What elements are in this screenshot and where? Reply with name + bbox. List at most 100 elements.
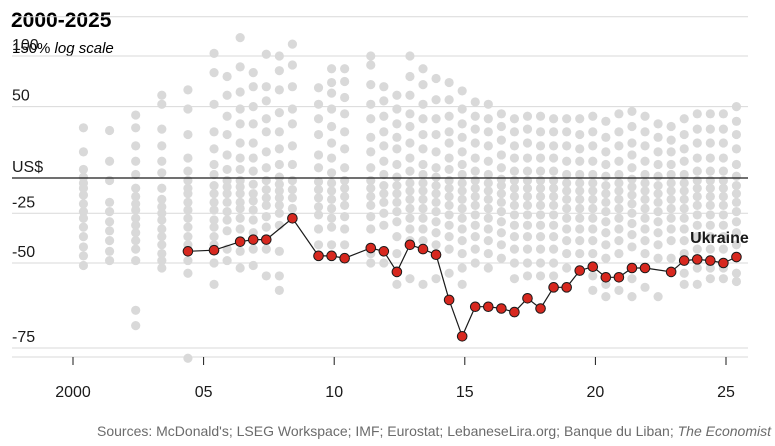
other-country-point	[366, 114, 376, 124]
ukraine-point	[417, 243, 429, 255]
other-country-point	[340, 92, 350, 103]
other-country-point	[392, 104, 402, 114]
other-country-point	[692, 153, 702, 163]
other-country-point	[405, 71, 415, 82]
other-country-point	[313, 163, 324, 173]
other-country-point	[287, 175, 298, 186]
other-country-point	[627, 230, 637, 240]
other-country-point	[183, 222, 193, 232]
y-tick-label: 100	[12, 37, 39, 54]
other-country-point	[248, 215, 258, 225]
ukraine-point	[587, 261, 599, 273]
other-country-point	[535, 153, 546, 163]
other-country-point	[588, 169, 598, 180]
other-country-point	[444, 191, 454, 202]
other-country-point	[235, 263, 245, 273]
ukraine-point	[718, 257, 729, 269]
other-country-point	[418, 64, 428, 74]
other-country-point	[274, 246, 284, 256]
other-country-point	[627, 121, 637, 132]
other-country-point	[392, 144, 402, 154]
other-country-point	[666, 169, 676, 180]
other-country-point	[496, 163, 506, 173]
other-country-point	[340, 64, 350, 74]
other-country-point	[431, 180, 441, 191]
other-country-point	[78, 164, 89, 175]
other-country-point	[457, 263, 467, 273]
other-country-point	[131, 255, 141, 266]
other-country-point	[601, 240, 611, 250]
other-country-point	[588, 141, 598, 151]
other-country-point	[78, 251, 89, 261]
other-country-point	[326, 121, 337, 132]
other-country-point	[640, 224, 650, 234]
other-country-point	[549, 114, 559, 124]
other-country-point	[562, 169, 572, 180]
other-country-point	[379, 169, 389, 180]
other-country-point	[614, 213, 624, 223]
other-country-point	[274, 208, 284, 218]
other-country-point	[235, 189, 245, 199]
other-country-point	[483, 141, 493, 151]
other-country-point	[627, 242, 637, 252]
other-country-point	[444, 183, 454, 193]
other-country-point	[614, 127, 624, 137]
other-country-point	[157, 215, 167, 225]
other-country-point	[496, 135, 506, 145]
other-country-point	[575, 144, 585, 154]
other-country-point	[666, 121, 676, 132]
other-country-point	[287, 119, 298, 129]
ukraine-point	[247, 234, 259, 245]
other-country-point	[157, 232, 167, 242]
other-country-point	[562, 213, 572, 223]
other-country-point	[444, 164, 454, 175]
other-country-point	[679, 186, 689, 196]
other-country-point	[366, 132, 376, 142]
other-country-point	[483, 263, 493, 273]
other-country-point	[405, 274, 415, 284]
other-country-point	[222, 197, 232, 207]
other-country-point	[405, 138, 415, 148]
other-country-point	[248, 205, 258, 215]
other-country-point	[183, 268, 193, 278]
other-country-point	[640, 203, 650, 214]
source-text: Sources: McDonald's; LSEG Workspace; IMF…	[97, 423, 674, 439]
other-country-point	[183, 353, 193, 363]
other-country-point	[588, 248, 598, 259]
other-country-point	[562, 114, 572, 124]
other-country-point	[640, 156, 650, 166]
other-country-point	[261, 211, 271, 222]
other-country-point	[705, 232, 715, 242]
other-country-point	[718, 232, 728, 242]
other-country-point	[731, 180, 742, 191]
x-tick-label: 2000	[55, 384, 91, 401]
other-country-point	[222, 150, 232, 160]
other-country-point	[418, 178, 428, 188]
other-country-point	[157, 255, 167, 266]
other-country-point	[496, 174, 506, 184]
other-country-point	[666, 178, 676, 188]
x-tick-label: 05	[195, 384, 213, 401]
other-country-point	[522, 138, 533, 148]
ukraine-point	[443, 294, 455, 306]
other-country-point	[261, 184, 271, 195]
other-country-point	[470, 183, 480, 193]
ukraine-point	[639, 262, 651, 274]
other-country-point	[248, 67, 258, 78]
other-country-point	[731, 197, 742, 207]
other-country-point	[274, 144, 284, 154]
other-country-point	[614, 236, 624, 246]
other-country-point	[483, 114, 493, 124]
other-country-point	[287, 184, 298, 195]
other-country-point	[261, 244, 271, 254]
other-country-point	[340, 109, 350, 119]
other-country-point	[431, 274, 441, 284]
other-country-point	[679, 203, 689, 214]
other-country-point	[222, 90, 232, 100]
other-country-point	[392, 189, 402, 199]
other-country-point	[666, 159, 676, 170]
other-country-point	[340, 191, 350, 202]
other-country-point	[718, 153, 728, 163]
other-country-point	[640, 141, 650, 151]
other-country-point	[718, 183, 728, 193]
